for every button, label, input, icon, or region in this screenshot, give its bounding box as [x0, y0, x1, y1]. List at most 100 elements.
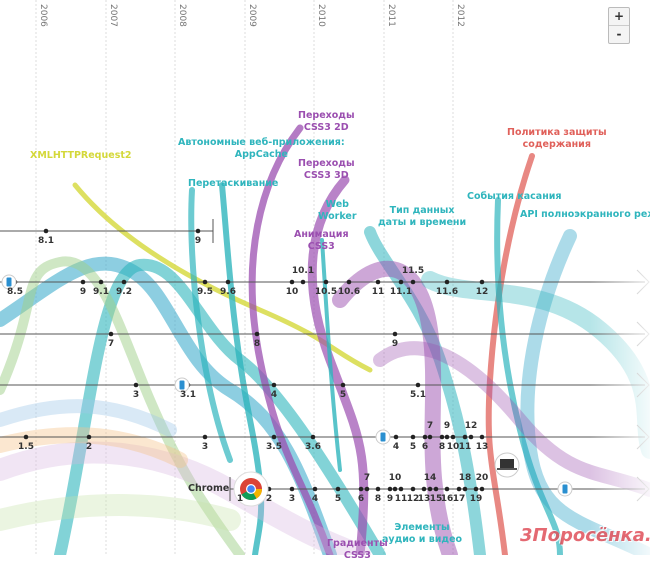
version-label[interactable]: 1.5 [18, 442, 34, 452]
feature-label[interactable]: Тип данных даты и времени [378, 205, 467, 228]
version-label[interactable]: 9 [443, 421, 451, 431]
version-label[interactable]: 10.6 [337, 287, 361, 297]
version-dot [195, 228, 201, 234]
version-label[interactable]: 11 [371, 287, 385, 297]
version-label[interactable]: 1 [236, 494, 244, 504]
version-dot [456, 486, 462, 492]
version-label[interactable]: 9 [386, 494, 394, 504]
version-label[interactable]: 8 [253, 339, 261, 349]
version-label[interactable]: 5 [334, 494, 342, 504]
year-label: 2008 [177, 4, 187, 27]
feature-ribbon [72, 182, 373, 373]
version-label[interactable]: 10 [388, 473, 402, 483]
version-label[interactable]: 10.5 [314, 287, 338, 297]
version-label[interactable]: 20 [475, 473, 489, 483]
zoom-control: + - [608, 7, 630, 44]
version-dot [468, 434, 474, 440]
version-label[interactable]: 7 [426, 421, 434, 431]
version-label[interactable]: 10 [285, 287, 299, 297]
version-label[interactable]: 5 [339, 390, 347, 400]
version-label[interactable]: 9 [391, 339, 399, 349]
version-label[interactable]: 14 [423, 473, 437, 483]
version-label[interactable]: 4 [392, 442, 400, 452]
version-label[interactable]: 8.5 [7, 287, 23, 297]
version-label[interactable]: 18 [458, 473, 472, 483]
version-label[interactable]: 11 [458, 442, 472, 452]
version-label[interactable]: 8 [438, 442, 446, 452]
version-label[interactable]: 3.6 [305, 442, 321, 452]
feature-label[interactable]: Анимация CSS3 [294, 229, 349, 252]
version-label[interactable]: 8 [374, 494, 382, 504]
version-label[interactable]: 11.6 [435, 287, 459, 297]
feature-label[interactable]: API полноэкранного режим [520, 209, 650, 220]
version-label[interactable]: 3 [132, 390, 140, 400]
version-label[interactable]: 10.1 [291, 266, 315, 276]
version-label[interactable]: 11 [394, 494, 408, 504]
zoom-out-button[interactable]: - [609, 25, 629, 43]
version-label[interactable]: 3.1 [180, 390, 196, 400]
version-label[interactable]: 7 [363, 473, 371, 483]
feature-label[interactable]: Переходы CSS3 2D [298, 110, 355, 133]
version-dot [289, 279, 295, 285]
chrome-logo-green [241, 489, 257, 500]
version-label[interactable]: 15 [429, 494, 443, 504]
version-label[interactable]: 17 [452, 494, 466, 504]
version-label[interactable]: 12 [406, 494, 420, 504]
version-label[interactable]: 3 [201, 442, 209, 452]
version-dot [479, 434, 485, 440]
feature-label[interactable]: Переходы CSS3 3D [298, 158, 355, 181]
version-label[interactable]: 11.5 [401, 266, 425, 276]
version-dot [289, 486, 295, 492]
version-label[interactable]: 3 [288, 494, 296, 504]
feature-label[interactable]: Элементы аудио и видео [382, 522, 463, 545]
version-label[interactable]: 10 [446, 442, 460, 452]
version-dot [450, 434, 456, 440]
feature-label[interactable]: Web Worker [318, 199, 357, 222]
feature-label[interactable]: Автономные веб-приложения: AppCache [178, 137, 345, 160]
feature-ribbon [0, 399, 177, 437]
version-label[interactable]: 4 [270, 390, 278, 400]
version-label[interactable]: 9 [79, 287, 87, 297]
version-label[interactable]: 5 [409, 442, 417, 452]
version-dot [323, 279, 329, 285]
version-label[interactable]: 2 [85, 442, 93, 452]
feature-label[interactable]: Перетаскивание [188, 178, 279, 189]
feature-label[interactable]: События касания [467, 191, 562, 202]
feature-label[interactable]: Градиенты CSS3 [327, 538, 388, 561]
version-label[interactable]: 9.2 [116, 287, 132, 297]
version-dot [392, 486, 398, 492]
version-dot [421, 486, 427, 492]
version-label[interactable]: 19 [469, 494, 483, 504]
version-label[interactable]: 11.1 [389, 287, 413, 297]
version-label[interactable]: 9.5 [197, 287, 213, 297]
version-label[interactable]: 8.1 [38, 236, 54, 246]
version-label[interactable]: 9.6 [220, 287, 236, 297]
version-dot [462, 486, 468, 492]
version-label[interactable]: 16 [440, 494, 454, 504]
feature-ribbon [485, 153, 535, 555]
version-label[interactable]: 2 [265, 494, 273, 504]
version-dot [427, 486, 433, 492]
version-label[interactable]: 9 [194, 236, 202, 246]
version-label[interactable]: 13 [417, 494, 431, 504]
mobile-icon-screen [380, 432, 386, 442]
version-dot [415, 382, 421, 388]
version-label[interactable]: 6 [357, 494, 365, 504]
version-dot [335, 486, 341, 492]
version-label[interactable]: 5.1 [410, 390, 426, 400]
version-label[interactable]: 7 [107, 339, 115, 349]
version-label[interactable]: 4 [311, 494, 319, 504]
version-dot [410, 486, 416, 492]
zoom-in-button[interactable]: + [613, 9, 625, 23]
version-label[interactable]: 3.5 [266, 442, 282, 452]
version-dot [364, 486, 370, 492]
feature-label[interactable]: Политика защиты содержания [507, 127, 607, 150]
watermark-logo: 3Поросёнка.ру [520, 525, 650, 546]
version-label[interactable]: 12 [464, 421, 478, 431]
feature-ribbon [332, 260, 458, 555]
version-label[interactable]: 9.1 [93, 287, 109, 297]
version-label[interactable]: 6 [421, 442, 429, 452]
version-label[interactable]: 12 [475, 287, 489, 297]
version-label[interactable]: 13 [475, 442, 489, 452]
feature-label[interactable]: XMLHTTPRequest2 [30, 150, 132, 161]
